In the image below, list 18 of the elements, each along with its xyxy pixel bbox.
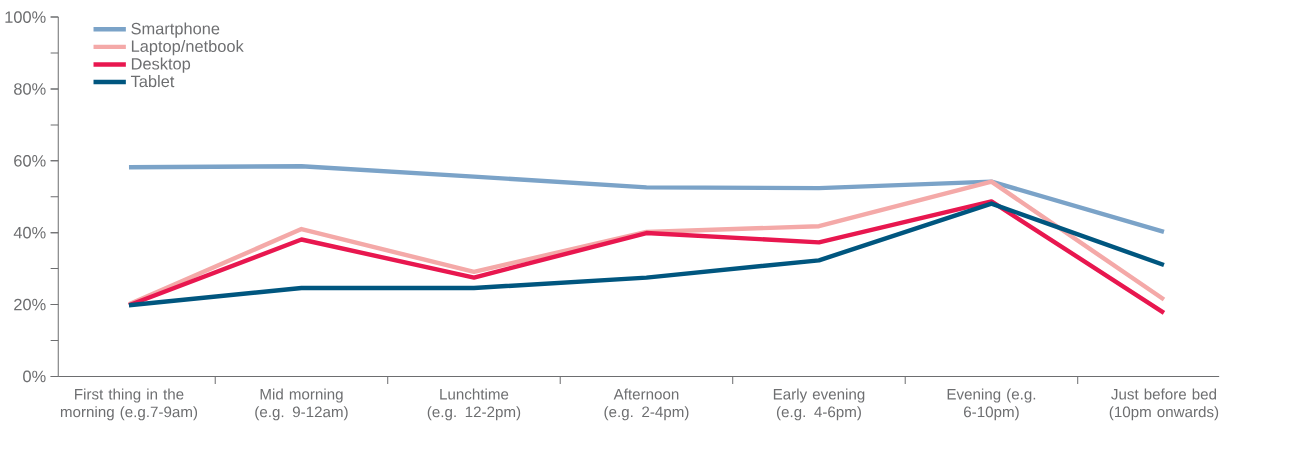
x-tick-label: First thing in the morning (e.g.7-9am) [60, 388, 198, 421]
x-tick-label: Lunchtime (e.g. 12-2pm) [427, 388, 521, 421]
legend-label: Laptop/netbook [131, 39, 244, 56]
x-tick-label: Just before bed (10pm onwards) [1109, 388, 1219, 421]
y-tick-label: 0% [23, 370, 46, 383]
line-series [126, 163, 1167, 234]
x-tick-label: Afternoon (e.g. 2-4pm) [604, 388, 689, 421]
y-tick-label: 100% [5, 11, 46, 23]
legend-label: Tablet [130, 74, 175, 87]
y-tick-label: 40% [13, 226, 46, 239]
x-tick-label: Mid morning (e.g. 9-12am) [255, 388, 348, 421]
legend-label: Smartphone [131, 22, 220, 38]
legend-label: Desktop [131, 57, 191, 73]
x-tick-label: Early evening (e.g. 4-6pm) [773, 388, 865, 421]
y-tick-label: 60% [14, 154, 46, 167]
x-tick-label: Evening (e.g. 6-10pm) [947, 388, 1036, 421]
y-tick-label: 20% [14, 298, 46, 311]
y-tick-label: 80% [14, 82, 46, 95]
